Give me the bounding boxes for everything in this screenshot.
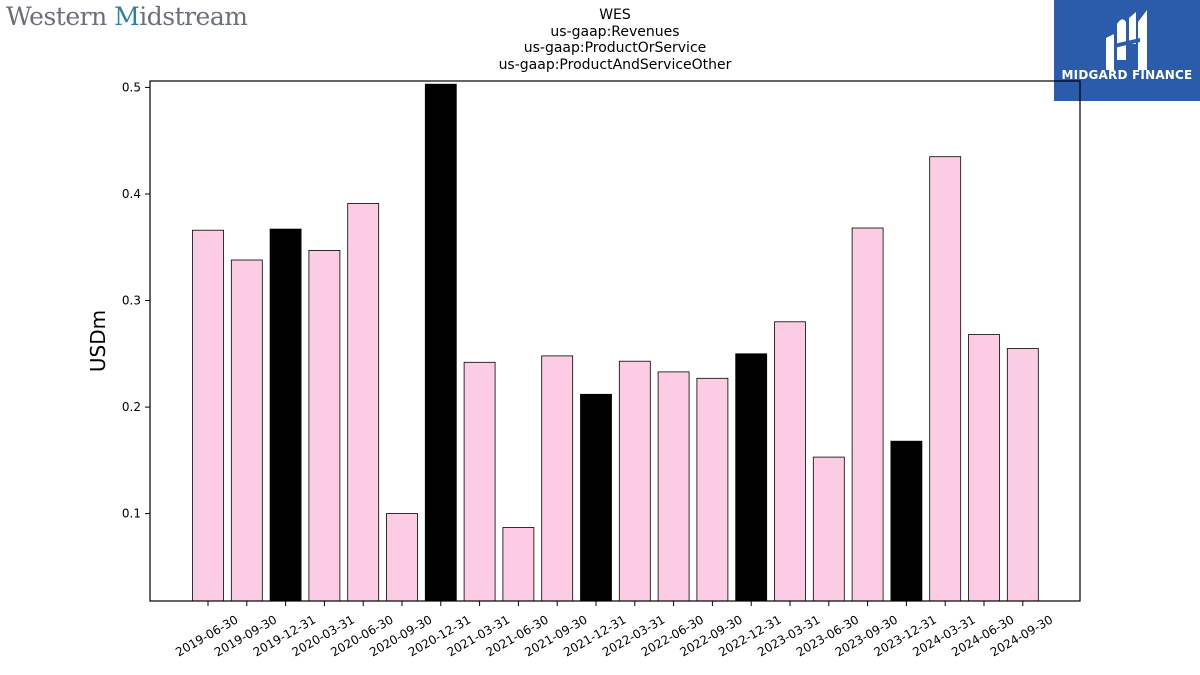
- y-tick-label: 0.5: [122, 80, 141, 94]
- bar-2024-06-30: [968, 334, 1000, 602]
- chart-title-line: us-gaap:ProductAndServiceOther: [498, 56, 732, 73]
- bar-2023-09-30: [851, 227, 884, 602]
- bar-2023-06-30: [812, 456, 845, 602]
- chart-title-line: us-gaap:ProductOrService: [523, 40, 707, 56]
- plot-frame: [149, 80, 1081, 602]
- chart-title-line: WES: [599, 7, 631, 23]
- bar-2021-06-30: [502, 527, 535, 602]
- y-tick-label: 0.3: [122, 294, 141, 308]
- y-tick-label: 0.4: [122, 187, 141, 201]
- bar-2020-03-31: [308, 249, 341, 602]
- bar-2024-09-30: [1006, 348, 1039, 602]
- bar-2021-03-31: [463, 361, 496, 602]
- bar-2020-06-30: [347, 203, 380, 602]
- company-logo: Western Midstream: [6, 2, 248, 31]
- brand-logo-icon: [1106, 10, 1147, 70]
- bar-2022-09-30: [696, 377, 729, 602]
- y-axis-label: USDm: [86, 310, 110, 372]
- bar-2022-12-31: [735, 353, 768, 602]
- bar-2024-03-31: [929, 156, 962, 602]
- bar-2021-09-30: [541, 355, 574, 602]
- chart-title-line: us-gaap:Revenues: [550, 23, 680, 40]
- bar-2019-09-30: [230, 259, 263, 602]
- bars-layer: [192, 83, 1039, 602]
- bar-2022-03-31: [618, 360, 651, 602]
- bar-2020-09-30: [386, 513, 418, 602]
- bar-2019-12-31: [269, 228, 302, 602]
- chart-title: WES us-gaap:Revenues us-gaap:ProductOrSe…: [415, 7, 815, 73]
- company-logo-accent: M: [114, 2, 140, 31]
- bar-2023-03-31: [774, 321, 806, 602]
- bar-2021-12-31: [580, 393, 612, 602]
- bar-2019-06-30: [192, 229, 224, 602]
- y-tick-label: 0.2: [122, 400, 141, 414]
- brand-badge: MIDGARD FINANCE: [1054, 0, 1200, 101]
- bar-2020-12-31: [424, 83, 457, 602]
- bar-2022-06-30: [657, 371, 690, 602]
- brand-name: MIDGARD FINANCE: [1061, 68, 1193, 82]
- y-tick-label: 0.1: [122, 507, 141, 521]
- company-logo-text-1: Western: [6, 2, 115, 31]
- company-logo-text-2: idstream: [139, 2, 248, 31]
- bar-2023-12-31: [890, 440, 923, 602]
